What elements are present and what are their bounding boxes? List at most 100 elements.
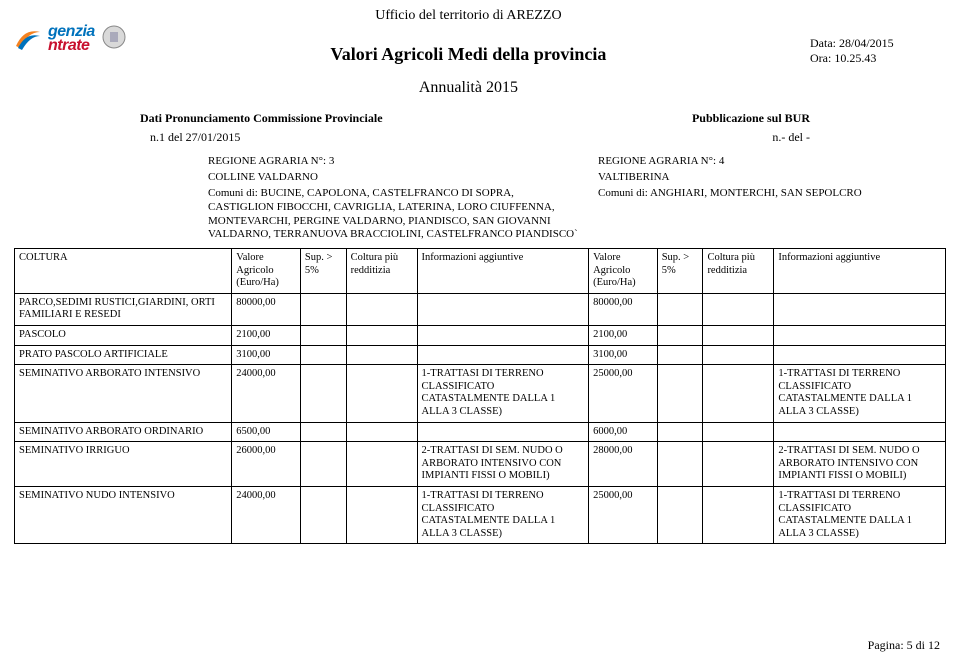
cell-sup-1 xyxy=(300,345,346,365)
col-info-2: Informazioni aggiuntive xyxy=(774,249,946,294)
cell-sup-2 xyxy=(657,365,703,422)
cell-valore-1: 3100,00 xyxy=(232,345,301,365)
cell-info-1: 2-TRATTASI DI SEM. NUDO O ARBORATO INTEN… xyxy=(417,442,589,487)
col-redd-2: Coltura più redditizia xyxy=(703,249,774,294)
cell-coltura: PASCOLO xyxy=(15,325,232,345)
center-title-block: Ufficio del territorio di AREZZO Valori … xyxy=(127,6,810,97)
col-coltura: COLTURA xyxy=(15,249,232,294)
cell-valore-2: 25000,00 xyxy=(589,486,658,543)
publication-label: Pubblicazione sul BUR xyxy=(692,111,810,126)
cell-sup-2 xyxy=(657,293,703,325)
cell-redd-2 xyxy=(703,422,774,442)
table-row: PASCOLO2100,002100,00 xyxy=(15,325,946,345)
col-redd-1: Coltura più redditizia xyxy=(346,249,417,294)
col-sup-1: Sup. > 5% xyxy=(300,249,346,294)
cell-coltura: SEMINATIVO ARBORATO ORDINARIO xyxy=(15,422,232,442)
table-head: COLTURA Valore Agricolo (Euro/Ha) Sup. >… xyxy=(15,249,946,294)
cell-info-2 xyxy=(774,422,946,442)
table-row: SEMINATIVO IRRIGUO26000,00 2-TRATTASI DI … xyxy=(15,442,946,487)
page-header: genzia ntrate Ufficio del territorio di … xyxy=(0,0,960,97)
subheader-bold-row: Dati Pronunciamento Commissione Provinci… xyxy=(0,97,960,126)
cell-info-1: 1-TRATTASI DI TERRENO CLASSIFICATO CATAS… xyxy=(417,486,589,543)
cell-info-2: 1-TRATTASI DI TERRENO CLASSIFICATO CATAS… xyxy=(774,486,946,543)
cell-sup-2 xyxy=(657,325,703,345)
cell-sup-1 xyxy=(300,442,346,487)
cell-valore-1: 80000,00 xyxy=(232,293,301,325)
cell-redd-1 xyxy=(346,422,417,442)
cell-valore-1: 6500,00 xyxy=(232,422,301,442)
cell-redd-1 xyxy=(346,486,417,543)
region-right-label: REGIONE AGRARIA N°: 4 xyxy=(598,155,932,167)
cell-valore-2: 6000,00 xyxy=(589,422,658,442)
col-sup-2: Sup. > 5% xyxy=(657,249,703,294)
agency-wordmark: genzia ntrate xyxy=(48,24,95,54)
region-right-block: REGIONE AGRARIA N°: 4 VALTIBERINA Comuni… xyxy=(590,155,940,242)
table-row: SEMINATIVO NUDO INTENSIVO24000,00 1-TRATT… xyxy=(15,486,946,543)
cell-sup-2 xyxy=(657,486,703,543)
cell-sup-2 xyxy=(657,442,703,487)
cell-coltura: SEMINATIVO ARBORATO INTENSIVO xyxy=(15,365,232,422)
cell-redd-2 xyxy=(703,486,774,543)
swoosh-icon xyxy=(14,24,42,54)
decree-number: n.1 del 27/01/2015 xyxy=(150,130,240,145)
col-valore-1: Valore Agricolo (Euro/Ha) xyxy=(232,249,301,294)
cell-sup-1 xyxy=(300,293,346,325)
cell-coltura: SEMINATIVO IRRIGUO xyxy=(15,442,232,487)
cell-redd-1 xyxy=(346,365,417,422)
publication-number: n.- del - xyxy=(772,130,810,145)
cell-valore-1: 26000,00 xyxy=(232,442,301,487)
region-left-comuni: Comuni di: BUCINE, CAPOLONA, CASTELFRANC… xyxy=(208,187,582,242)
table-row: PARCO,SEDIMI RUSTICI,GIARDINI, ORTI FAMI… xyxy=(15,293,946,325)
table-row: SEMINATIVO ARBORATO ORDINARIO6500,00 6000… xyxy=(15,422,946,442)
cell-info-2 xyxy=(774,325,946,345)
cell-valore-2: 25000,00 xyxy=(589,365,658,422)
cell-valore-2: 2100,00 xyxy=(589,325,658,345)
cell-info-1 xyxy=(417,345,589,365)
col-info-1: Informazioni aggiuntive xyxy=(417,249,589,294)
col-valore-2: Valore Agricolo (Euro/Ha) xyxy=(589,249,658,294)
region-info-row: REGIONE AGRARIA N°: 3 COLLINE VALDARNO C… xyxy=(0,145,960,242)
cell-redd-1 xyxy=(346,293,417,325)
region-right-comuni: Comuni di: ANGHIARI, MONTERCHI, SAN SEPO… xyxy=(598,187,932,201)
agency-logo: genzia ntrate xyxy=(14,24,127,54)
cell-sup-1 xyxy=(300,486,346,543)
region-left-label: REGIONE AGRARIA N°: 3 xyxy=(208,155,582,167)
cell-redd-2 xyxy=(703,442,774,487)
cell-valore-2: 3100,00 xyxy=(589,345,658,365)
cell-redd-1 xyxy=(346,325,417,345)
cell-valore-2: 80000,00 xyxy=(589,293,658,325)
logo-bottom-text: ntrate xyxy=(48,38,95,54)
cell-redd-2 xyxy=(703,325,774,345)
table-header-row: COLTURA Valore Agricolo (Euro/Ha) Sup. >… xyxy=(15,249,946,294)
region-col-spacer xyxy=(0,155,200,242)
cell-valore-1: 24000,00 xyxy=(232,486,301,543)
cell-sup-2 xyxy=(657,345,703,365)
date-label: Data: 28/04/2015 xyxy=(810,36,940,51)
cell-redd-2 xyxy=(703,293,774,325)
cell-coltura: PARCO,SEDIMI RUSTICI,GIARDINI, ORTI FAMI… xyxy=(15,293,232,325)
cell-redd-1 xyxy=(346,442,417,487)
cell-coltura: SEMINATIVO NUDO INTENSIVO xyxy=(15,486,232,543)
table-body: PARCO,SEDIMI RUSTICI,GIARDINI, ORTI FAMI… xyxy=(15,293,946,544)
region-right-name: VALTIBERINA xyxy=(598,171,932,183)
cell-info-1 xyxy=(417,325,589,345)
page-footer: Pagina: 5 di 12 xyxy=(868,638,940,653)
subheader-plain-row: n.1 del 27/01/2015 n.- del - xyxy=(0,126,960,145)
cell-sup-2 xyxy=(657,422,703,442)
cell-valore-1: 2100,00 xyxy=(232,325,301,345)
cell-sup-1 xyxy=(300,325,346,345)
cell-info-2: 1-TRATTASI DI TERRENO CLASSIFICATO CATAS… xyxy=(774,365,946,422)
cell-sup-1 xyxy=(300,422,346,442)
cell-valore-1: 24000,00 xyxy=(232,365,301,422)
date-block: Data: 28/04/2015 Ora: 10.25.43 xyxy=(810,36,940,66)
cell-info-1 xyxy=(417,422,589,442)
cell-redd-2 xyxy=(703,365,774,422)
cell-info-1: 1-TRATTASI DI TERRENO CLASSIFICATO CATAS… xyxy=(417,365,589,422)
cell-redd-1 xyxy=(346,345,417,365)
cell-info-1 xyxy=(417,293,589,325)
year-label: Annualità 2015 xyxy=(127,79,810,97)
cell-info-2 xyxy=(774,345,946,365)
region-left-name: COLLINE VALDARNO xyxy=(208,171,582,183)
time-label: Ora: 10.25.43 xyxy=(810,51,940,66)
region-left-block: REGIONE AGRARIA N°: 3 COLLINE VALDARNO C… xyxy=(200,155,590,242)
